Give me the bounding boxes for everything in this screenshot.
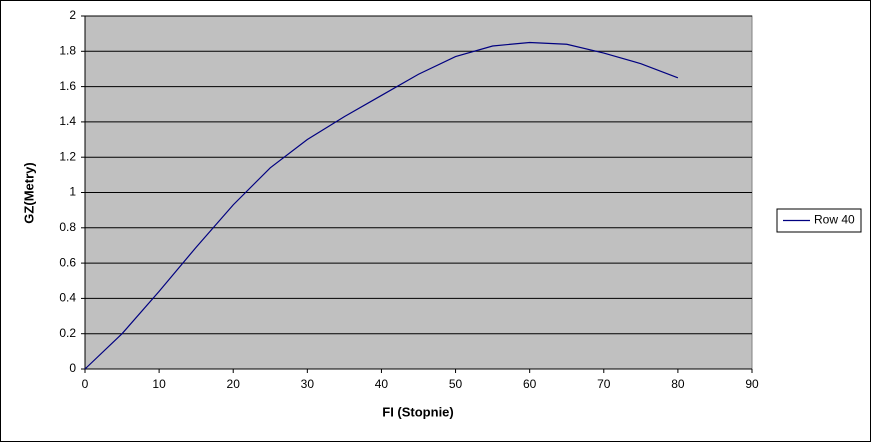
x-tick-label: 40 xyxy=(375,377,389,391)
data-line xyxy=(84,41,679,370)
y-tick-label: 1.8 xyxy=(59,43,76,57)
y-tick-label: 0.8 xyxy=(59,220,76,234)
x-tick-label: 90 xyxy=(745,377,759,391)
x-tick-label: 50 xyxy=(449,377,463,391)
y-tick-label: 0 xyxy=(69,361,76,375)
y-tick-label: 2 xyxy=(69,8,76,22)
y-tick-label: 1.2 xyxy=(59,149,76,163)
legend-box xyxy=(776,208,862,233)
y-axis-label: GZ(Metry) xyxy=(21,162,36,223)
y-tick-label: 1.4 xyxy=(59,114,76,128)
x-tick-label: 60 xyxy=(523,377,537,391)
x-tick-label: 0 xyxy=(82,377,89,391)
y-tick-label: 0.4 xyxy=(59,291,76,305)
y-tick-label: 1 xyxy=(69,185,76,199)
x-tick-label: 30 xyxy=(301,377,315,391)
y-tick-label: 0.2 xyxy=(59,326,76,340)
x-tick-label: 20 xyxy=(227,377,241,391)
x-tick-label: 80 xyxy=(671,377,685,391)
y-tick-label: 1.6 xyxy=(59,79,76,93)
legend-label: Row 40 xyxy=(814,213,855,227)
x-tick-label: 70 xyxy=(597,377,611,391)
y-tick-label: 0.6 xyxy=(59,255,76,269)
x-tick-label: 10 xyxy=(152,377,166,391)
x-axis-label: FI (Stopnie) xyxy=(382,404,454,419)
